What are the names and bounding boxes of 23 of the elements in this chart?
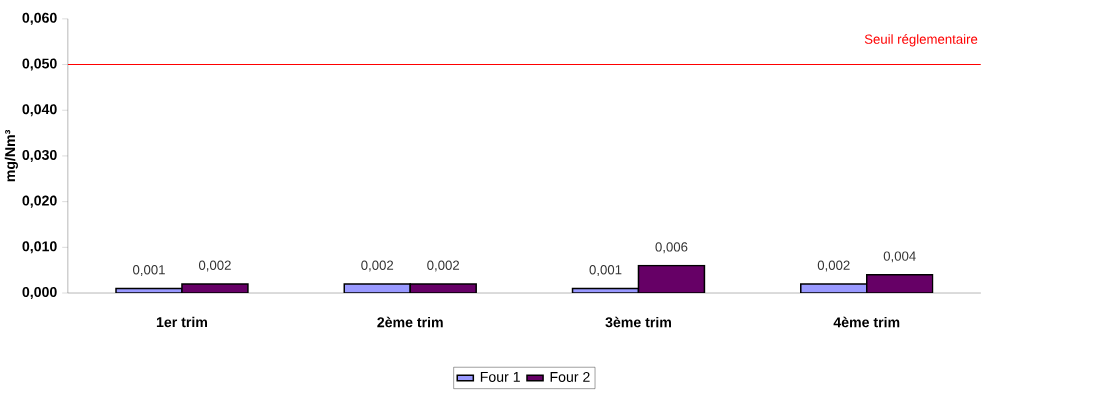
- y-tick-label: 0,010: [22, 241, 57, 254]
- ref-line-label: Seuil réglementaire: [864, 33, 978, 47]
- y-tick-label: 0,030: [22, 149, 57, 162]
- y-tick-label: 0,060: [22, 12, 57, 25]
- data-label: 0,006: [655, 242, 688, 254]
- y-axis-title: mg/Nm³: [4, 129, 18, 182]
- x-tick-label: 1er trim: [156, 316, 207, 327]
- data-label: 0,002: [427, 260, 460, 272]
- x-tick-label: 4ème trim: [833, 316, 900, 328]
- data-label: 0,002: [198, 260, 231, 272]
- data-label: 0,001: [133, 264, 165, 276]
- legend-label: Four 2: [550, 371, 590, 382]
- y-tick-label: 0,000: [22, 286, 57, 299]
- data-label: 0,004: [883, 251, 916, 263]
- data-label: 0,002: [361, 260, 394, 272]
- x-tick-label: 2ème trim: [377, 316, 443, 328]
- legend-label: Four 1: [480, 371, 520, 382]
- y-tick-label: 0,020: [22, 195, 57, 208]
- x-tick-label: 3ème trim: [605, 316, 671, 328]
- data-label: 0,002: [817, 260, 850, 272]
- y-tick-label: 0,040: [22, 104, 57, 117]
- y-tick-label: 0,050: [22, 58, 57, 71]
- data-label: 0,001: [589, 264, 622, 276]
